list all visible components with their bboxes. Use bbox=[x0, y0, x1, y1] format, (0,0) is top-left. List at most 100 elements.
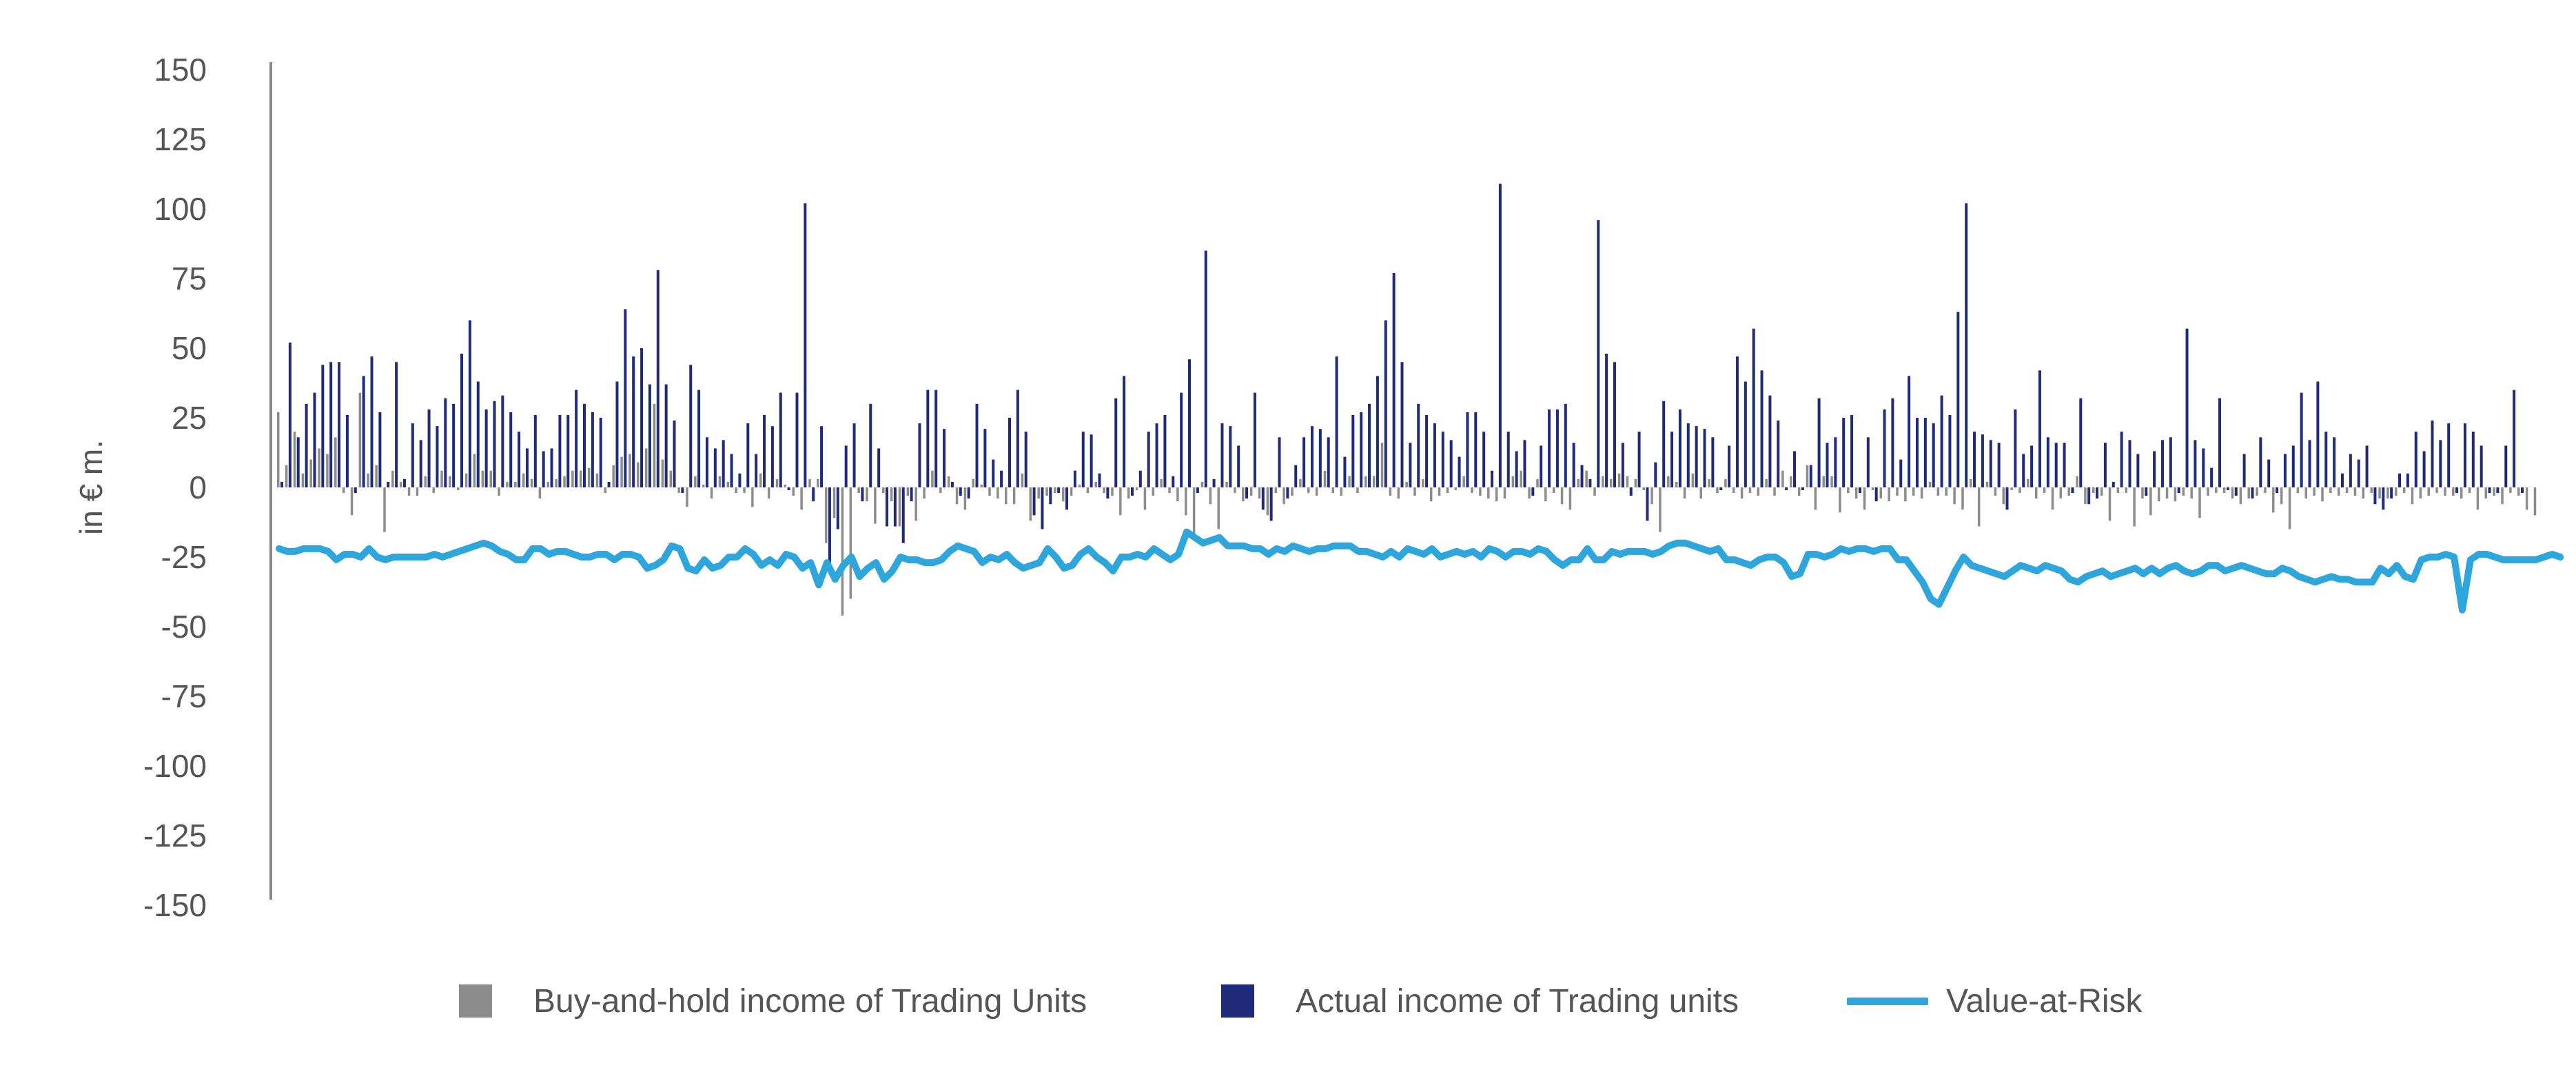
buy-and-hold-bar bbox=[931, 470, 934, 487]
buy-and-hold-bar bbox=[506, 481, 509, 487]
buy-and-hold-bar bbox=[1217, 487, 1220, 529]
actual-income-bar bbox=[387, 481, 390, 487]
actual-income-bar bbox=[501, 395, 504, 487]
actual-income-bar bbox=[2210, 467, 2214, 487]
actual-income-bar bbox=[689, 365, 693, 487]
actual-income-bar bbox=[2283, 454, 2287, 487]
actual-income-bar bbox=[1850, 414, 1854, 487]
actual-income-bar bbox=[1719, 487, 1723, 491]
actual-income-bar bbox=[992, 459, 995, 487]
actual-income-bar bbox=[1760, 370, 1764, 487]
buy-and-hold-bar bbox=[1029, 487, 1032, 521]
actual-income-bar bbox=[1458, 456, 1461, 487]
buy-and-hold-bar bbox=[1822, 476, 1825, 487]
buy-and-hold-bar bbox=[1920, 487, 1923, 499]
buy-and-hold-bar bbox=[1103, 487, 1105, 494]
buy-and-hold-bar bbox=[2108, 487, 2112, 521]
actual-income-bar bbox=[1261, 487, 1265, 510]
actual-income-bar bbox=[288, 342, 292, 487]
buy-and-hold-bar bbox=[832, 487, 836, 518]
buy-and-hold-bar bbox=[309, 459, 312, 487]
actual-income-bar bbox=[804, 203, 807, 487]
buy-and-hold-bar bbox=[1928, 481, 1932, 487]
buy-and-hold-bar bbox=[1249, 487, 1253, 496]
buy-and-hold-bar bbox=[2468, 487, 2471, 494]
actual-income-bar bbox=[1744, 381, 1747, 487]
actual-income-bar bbox=[2079, 398, 2083, 487]
buy-and-hold-bar bbox=[326, 454, 329, 487]
actual-income-bar bbox=[2103, 443, 2107, 487]
buy-and-hold-bar bbox=[2239, 487, 2242, 505]
buy-and-hold-bar bbox=[906, 487, 910, 496]
buy-and-hold-bar bbox=[2116, 487, 2120, 494]
actual-income-bar bbox=[2455, 487, 2459, 494]
buy-and-hold-bar bbox=[1282, 487, 1285, 505]
actual-income-bar bbox=[1728, 445, 1731, 487]
actual-income-bar bbox=[1123, 376, 1126, 487]
actual-income-bar bbox=[1629, 487, 1633, 496]
actual-income-bar bbox=[1646, 487, 1649, 521]
actual-income-bar bbox=[1327, 437, 1330, 487]
actual-income-bar bbox=[2373, 487, 2377, 505]
y-tick-label: -125 bbox=[143, 818, 207, 853]
buy-and-hold-bar bbox=[2043, 487, 2046, 494]
actual-income-bar bbox=[533, 414, 537, 487]
buy-and-hold-bar bbox=[2222, 487, 2226, 494]
actual-income-bar bbox=[378, 412, 382, 487]
actual-income-bar bbox=[1491, 470, 1494, 487]
actual-income-bar bbox=[1090, 434, 1093, 487]
legend-item-buy-and-hold[interactable]: Buy-and-hold income of Trading Units bbox=[459, 973, 1087, 1029]
buy-and-hold-bar bbox=[2084, 487, 2087, 505]
buy-and-hold-bar bbox=[1740, 487, 1744, 499]
buy-and-hold-bar bbox=[751, 487, 754, 507]
actual-income-bar bbox=[2267, 459, 2271, 487]
buy-and-hold-bar bbox=[1143, 487, 1147, 510]
actual-income-bar bbox=[1809, 465, 1812, 487]
actual-income-bar bbox=[1613, 362, 1616, 487]
actual-income-bar bbox=[1997, 443, 2001, 487]
actual-income-bar bbox=[2145, 487, 2148, 496]
actual-income-bar bbox=[468, 320, 471, 487]
actual-income-bar bbox=[836, 487, 839, 529]
actual-income-bar bbox=[2030, 445, 2034, 487]
buy-and-hold-bar bbox=[2296, 487, 2300, 494]
actual-income-bar bbox=[1433, 423, 1436, 487]
actual-income-bar bbox=[648, 384, 651, 487]
buy-and-hold-bar bbox=[1790, 476, 1792, 487]
actual-income-bar bbox=[1866, 437, 1870, 487]
buy-and-hold-bar bbox=[2034, 487, 2038, 499]
actual-income-bar bbox=[983, 429, 987, 487]
actual-income-bar bbox=[2120, 432, 2123, 487]
actual-income-bar bbox=[1874, 487, 1878, 502]
actual-income-bar bbox=[2087, 487, 2091, 505]
buy-and-hold-bar bbox=[2027, 478, 2030, 487]
legend-item-value-at-risk[interactable]: Value-at-Risk bbox=[1847, 973, 2143, 1029]
buy-and-hold-bar bbox=[1331, 487, 1335, 494]
buy-and-hold-bar bbox=[1568, 487, 1572, 510]
actual-income-bar bbox=[607, 481, 611, 487]
actual-income-bar bbox=[1785, 487, 1788, 491]
buy-and-hold-bar bbox=[1503, 487, 1506, 499]
buy-and-hold-bar bbox=[2125, 487, 2127, 494]
actual-income-bar bbox=[362, 376, 365, 487]
buy-and-hold-bar bbox=[1724, 478, 1727, 487]
buy-and-hold-bar bbox=[2100, 487, 2103, 496]
legend-item-actual[interactable]: Actual income of Trading units bbox=[1221, 973, 1739, 1029]
buy-and-hold-bar bbox=[457, 487, 460, 491]
buy-and-hold-bar bbox=[563, 476, 566, 487]
actual-income-bar bbox=[558, 414, 562, 487]
actual-income-bar bbox=[1670, 432, 1674, 487]
actual-income-bar bbox=[1269, 487, 1273, 521]
buy-and-hold-bar bbox=[1307, 487, 1310, 494]
buy-and-hold-bar bbox=[2329, 487, 2332, 494]
buy-and-hold-bar bbox=[2264, 487, 2267, 494]
buy-and-hold-bar bbox=[1429, 487, 1433, 502]
buy-and-hold-bar bbox=[1380, 443, 1384, 487]
buy-and-hold-bar bbox=[2313, 487, 2316, 496]
buy-and-hold-bar bbox=[1609, 478, 1613, 487]
actual-income-bar bbox=[2096, 487, 2099, 499]
actual-income-bar bbox=[509, 412, 513, 487]
buy-and-hold-bar bbox=[644, 448, 648, 487]
actual-income-bar bbox=[1245, 487, 1249, 499]
actual-income-bar bbox=[493, 401, 496, 487]
